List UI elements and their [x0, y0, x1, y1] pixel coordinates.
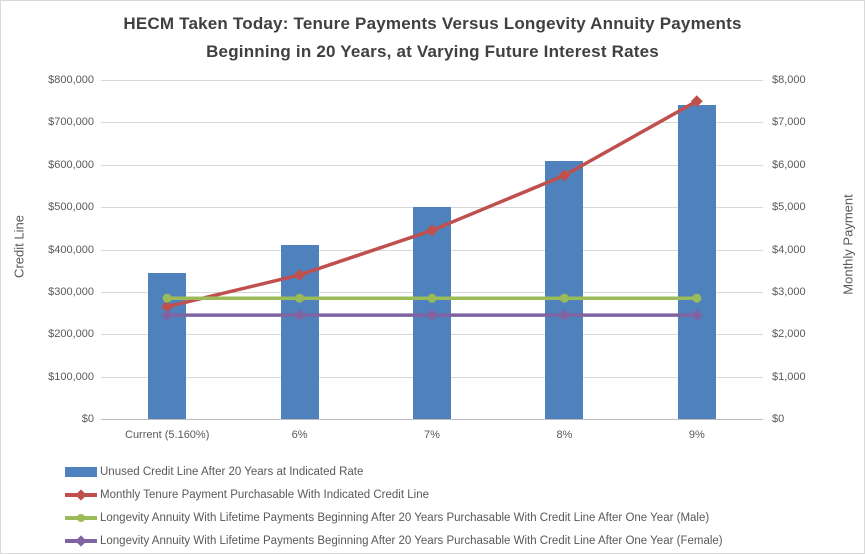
- y-axis-tick-left: $0: [81, 413, 94, 425]
- data-point-marker: [161, 309, 174, 322]
- legend-item: Longevity Annuity With Lifetime Payments…: [65, 529, 723, 552]
- data-point-marker: [558, 309, 571, 322]
- y-axis-tick-right: $4,000: [772, 243, 806, 256]
- bar: [677, 105, 716, 419]
- legend-label: Monthly Tenure Payment Purchasable With …: [100, 488, 429, 501]
- data-point-marker: [293, 268, 306, 281]
- line-diamond: [166, 99, 698, 309]
- x-axis-tick: 7%: [424, 429, 440, 441]
- legend-label: Longevity Annuity With Lifetime Payments…: [100, 511, 710, 524]
- y-axis-tick-right: $8,000: [772, 74, 806, 86]
- data-point-marker: [427, 293, 437, 303]
- legend-item: Monthly Tenure Payment Purchasable With …: [65, 483, 723, 506]
- y-axis-tick-left: $700,000: [48, 116, 94, 129]
- legend-line-swatch-icon: [65, 534, 97, 548]
- legend-line-swatch-icon: [65, 488, 97, 502]
- y-axis-tick-right: $5,000: [772, 201, 806, 214]
- y-axis-tick-left: $400,000: [48, 243, 94, 256]
- legend-item: Unused Credit Line After 20 Years at Ind…: [65, 460, 723, 483]
- x-axis-line: [101, 419, 763, 420]
- legend-item: Longevity Annuity With Lifetime Payments…: [65, 506, 723, 529]
- data-point-marker: [295, 293, 305, 303]
- data-point-marker: [162, 293, 172, 303]
- y-axis-tick-left: $200,000: [48, 328, 94, 341]
- y-axis-tick-right: $3,000: [772, 285, 806, 298]
- y-axis-tick-right: $7,000: [772, 116, 806, 129]
- y-axis-tick-left: $500,000: [48, 201, 94, 214]
- data-point-marker: [690, 309, 703, 322]
- y-axis-tick-right: $0: [772, 413, 785, 425]
- y-axis-tick-left: $100,000: [48, 370, 94, 383]
- bar: [545, 160, 584, 419]
- gridline: [101, 122, 763, 124]
- legend-label: Unused Credit Line After 20 Years at Ind…: [100, 465, 364, 478]
- y-axis-tick-left: $800,000: [48, 74, 94, 86]
- y-axis-tick-right: $2,000: [772, 328, 806, 341]
- data-point-marker: [293, 309, 306, 322]
- data-point-marker: [426, 309, 438, 322]
- gridline: [101, 164, 763, 166]
- y-axis-tick-left: $300,000: [48, 285, 94, 298]
- gridline: [101, 80, 763, 81]
- y-axis-tick-left: $600,000: [48, 158, 94, 171]
- chart-title-line-1: HECM Taken Today: Tenure Payments Versus…: [123, 14, 742, 33]
- x-axis-tick: 6%: [291, 429, 308, 441]
- x-axis-tick: 8%: [556, 429, 573, 441]
- x-axis-tick: 9%: [688, 429, 705, 441]
- y-axis-tick-right: $6,000: [772, 158, 806, 171]
- y-axis-tick-right: $1,000: [772, 370, 806, 383]
- chart-legend: Unused Credit Line After 20 Years at Ind…: [65, 460, 723, 552]
- legend-label: Longevity Annuity With Lifetime Payments…: [100, 534, 723, 547]
- data-point-marker: [692, 293, 702, 303]
- x-axis-tick: Current (5.160%): [125, 429, 210, 441]
- chart-title-line-2: Beginning in 20 Years, at Varying Future…: [206, 42, 659, 61]
- legend-line-swatch-icon: [65, 511, 97, 525]
- data-point-marker: [426, 224, 438, 237]
- data-point-marker: [559, 293, 569, 303]
- legend-bar-swatch-icon: [65, 466, 97, 477]
- legend-marker-icon: [77, 514, 85, 522]
